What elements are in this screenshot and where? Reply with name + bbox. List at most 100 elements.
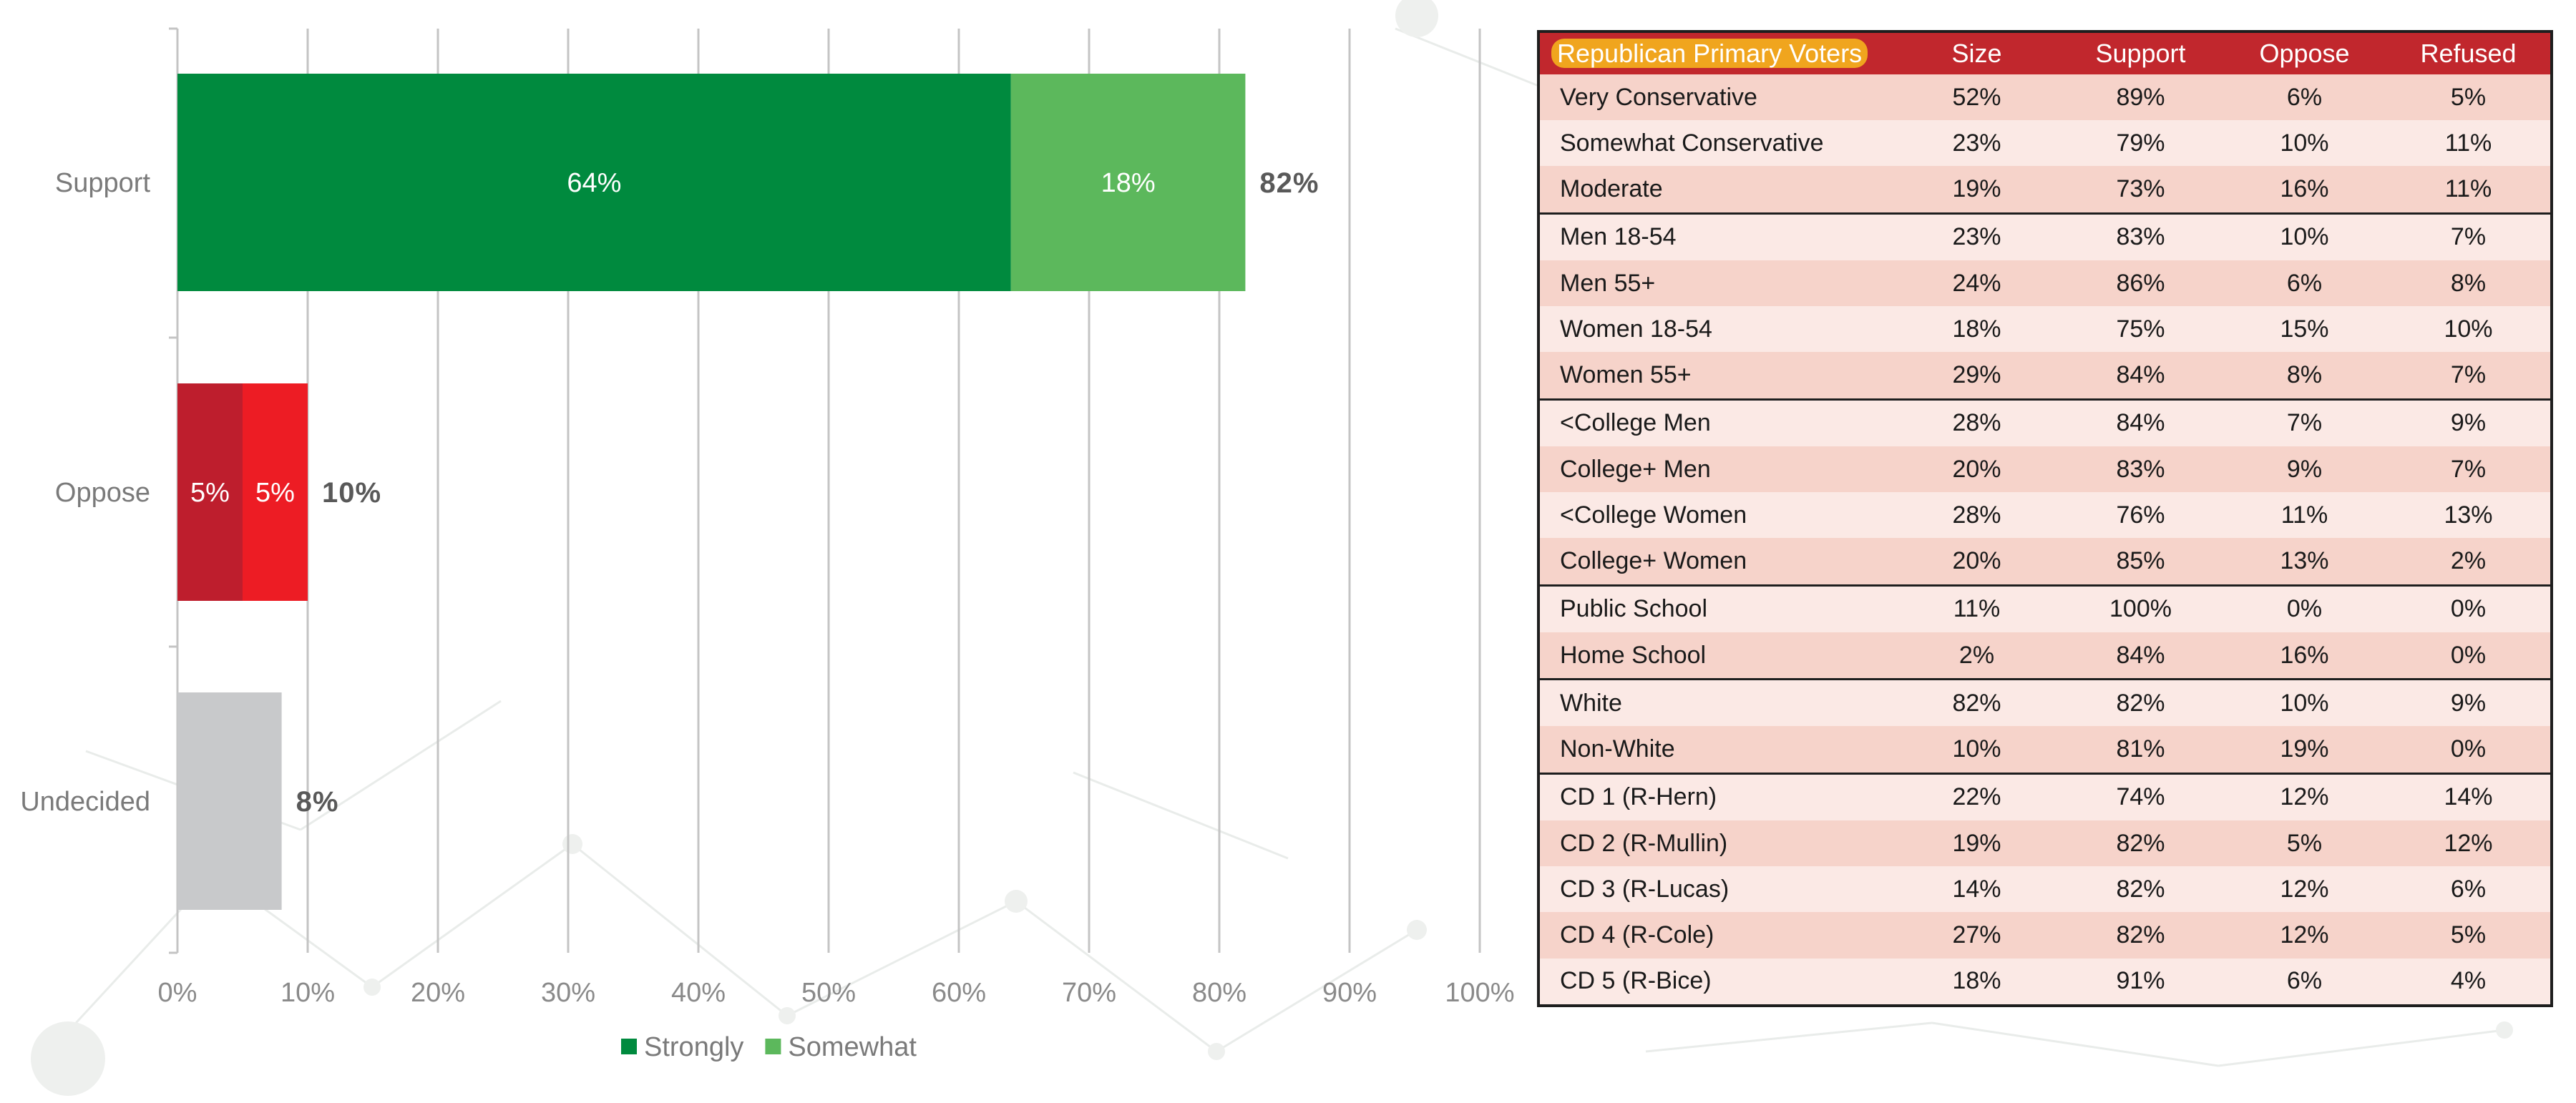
table-cell: 86% <box>2059 260 2223 307</box>
row-label: College+ Women <box>1540 538 1895 586</box>
table-row: Very Conservative 52% 89% 6% 5% <box>1540 74 2550 121</box>
row-label: Home School <box>1540 632 1895 680</box>
table-cell: 18% <box>1895 306 2059 353</box>
table-row: Men 55+ 24% 86% 6% 8% <box>1540 260 2550 307</box>
row-label: Public School <box>1540 584 1895 632</box>
table-cell: 83% <box>2059 446 2223 493</box>
header-size: Size <box>1895 33 2059 74</box>
table-cell: 10% <box>2223 212 2386 260</box>
table-cell: 5% <box>2386 912 2550 959</box>
x-tick-label: 100% <box>1445 978 1514 1008</box>
table-cell: 16% <box>2223 632 2386 680</box>
x-tick-label: 10% <box>280 978 335 1008</box>
table-row: <College Men 28% 84% 7% 9% <box>1540 398 2550 446</box>
table-cell: 6% <box>2223 260 2386 307</box>
table-cell: 91% <box>2059 958 2223 1004</box>
table-cell: 27% <box>1895 912 2059 959</box>
table-cell: 13% <box>2386 492 2550 539</box>
table-cell: 84% <box>2059 352 2223 400</box>
table-cell: 74% <box>2059 772 2223 820</box>
header-refused: Refused <box>2386 33 2550 74</box>
row-label: Men 18-54 <box>1540 212 1895 260</box>
table-cell: 8% <box>2386 260 2550 307</box>
row-label: Moderate <box>1540 166 1895 214</box>
table-cell: 16% <box>2223 166 2386 214</box>
table-cell: 14% <box>1895 866 2059 913</box>
table-cell: 11% <box>2386 166 2550 214</box>
total-value-label: 8% <box>296 786 339 818</box>
table-cell: 29% <box>1895 352 2059 400</box>
table-cell: 2% <box>1895 632 2059 680</box>
total-value-label: 10% <box>322 477 381 509</box>
row-label: CD 4 (R-Cole) <box>1540 912 1895 959</box>
table-cell: 73% <box>2059 166 2223 214</box>
x-tick-label: 80% <box>1192 978 1246 1008</box>
table-cell: 7% <box>2386 446 2550 493</box>
table-cell: 11% <box>1895 584 2059 632</box>
table-cell: 24% <box>1895 260 2059 307</box>
legend-label: Somewhat <box>788 1032 917 1062</box>
category-labels: Support Oppose Undecided <box>20 168 150 817</box>
row-label: CD 5 (R-Bice) <box>1540 958 1895 1004</box>
table-cell: 82% <box>2059 678 2223 727</box>
row-label: College+ Men <box>1540 446 1895 493</box>
table-row: Public School 11% 100% 0% 0% <box>1540 584 2550 632</box>
segment-value-label: 5% <box>255 478 295 508</box>
table-row: Women 18-54 18% 75% 15% 10% <box>1540 306 2550 353</box>
table-cell: 84% <box>2059 398 2223 446</box>
row-label: Women 18-54 <box>1540 306 1895 353</box>
table-cell: 84% <box>2059 632 2223 680</box>
table-cell: 19% <box>1895 166 2059 214</box>
table-row: College+ Women 20% 85% 13% 2% <box>1540 538 2550 586</box>
x-tick-label: 0% <box>158 978 197 1008</box>
row-label: Women 55+ <box>1540 352 1895 400</box>
table-cell: 6% <box>2223 74 2386 121</box>
table-cell: 2% <box>2386 538 2550 586</box>
table-cell: 23% <box>1895 212 2059 260</box>
table-row: CD 3 (R-Lucas) 14% 82% 12% 6% <box>1540 866 2550 913</box>
table-cell: 100% <box>2059 584 2223 632</box>
x-tick-label: 50% <box>801 978 856 1008</box>
table-cell: 75% <box>2059 306 2223 353</box>
bar-oppose-somewhat <box>243 383 308 601</box>
table-cell: 12% <box>2223 772 2386 820</box>
table-row: Non-White 10% 81% 19% 0% <box>1540 726 2550 774</box>
table-row: Moderate 19% 73% 16% 11% <box>1540 166 2550 214</box>
table-cell: 11% <box>2386 120 2550 167</box>
x-tick-label: 70% <box>1062 978 1116 1008</box>
category-label: Oppose <box>55 478 150 508</box>
legend: Strongly Somewhat <box>621 1032 917 1062</box>
table-cell: 5% <box>2223 820 2386 867</box>
bar-support-somewhat <box>1010 74 1246 291</box>
category-label: Undecided <box>20 787 150 817</box>
table-cell: 0% <box>2223 584 2386 632</box>
table-cell: 20% <box>1895 446 2059 493</box>
table-row: CD 5 (R-Bice) 18% 91% 6% 4% <box>1540 958 2550 1004</box>
bars: 64% 18% 82% 5% 5% 10% 8% <box>177 74 1318 910</box>
header-segment: Republican Primary Voters <box>1540 33 1895 74</box>
table-cell: 81% <box>2059 726 2223 774</box>
table-cell: 10% <box>2223 678 2386 727</box>
row-label: <College Women <box>1540 492 1895 539</box>
table-row: Women 55+ 29% 84% 8% 7% <box>1540 352 2550 400</box>
x-tick-label: 20% <box>411 978 465 1008</box>
table-cell: 20% <box>1895 538 2059 586</box>
table-cell: 6% <box>2386 866 2550 913</box>
table-cell: 0% <box>2386 632 2550 680</box>
table-row: CD 4 (R-Cole) 27% 82% 12% 5% <box>1540 912 2550 959</box>
table-cell: 89% <box>2059 74 2223 121</box>
table-cell: 5% <box>2386 74 2550 121</box>
table-cell: 12% <box>2386 820 2550 867</box>
table-cell: 14% <box>2386 772 2550 820</box>
table-cell: 83% <box>2059 212 2223 260</box>
table-cell: 6% <box>2223 958 2386 1004</box>
table-row: White 82% 82% 10% 9% <box>1540 678 2550 727</box>
table-cell: 15% <box>2223 306 2386 353</box>
table-cell: 22% <box>1895 772 2059 820</box>
table-cell: 79% <box>2059 120 2223 167</box>
header-oppose: Oppose <box>2223 33 2386 74</box>
table-cell: 10% <box>2223 120 2386 167</box>
table-cell: 12% <box>2223 912 2386 959</box>
row-label: Non-White <box>1540 726 1895 774</box>
